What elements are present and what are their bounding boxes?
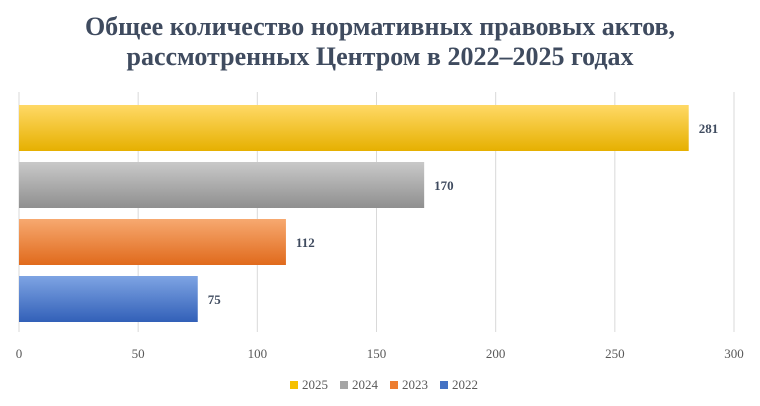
legend-swatch-2024 (340, 381, 348, 389)
legend-item-2022: 2022 (440, 377, 478, 392)
legend-swatch-2023 (390, 381, 398, 389)
data-label-2024: 170 (434, 178, 454, 193)
legend-label-2025: 2025 (302, 377, 328, 392)
x-tick-label-150: 150 (367, 346, 387, 361)
data-label-2025: 281 (699, 121, 719, 136)
data-label-2022: 75 (208, 292, 222, 307)
legend-item-2025: 2025 (290, 377, 328, 392)
bar-2025 (19, 105, 689, 151)
legend-label-2023: 2023 (402, 377, 428, 392)
legend-swatch-2022 (440, 381, 448, 389)
legend-swatch-2025 (290, 381, 298, 389)
data-label-2023: 112 (296, 235, 315, 250)
bar-2023 (19, 219, 286, 265)
x-tick-label-300: 300 (724, 346, 744, 361)
bar-2022 (19, 276, 198, 322)
chart-title-line-2: рассмотренных Центром в 2022–2025 годах (126, 42, 634, 71)
legend-item-2024: 2024 (340, 377, 379, 392)
bar-2024 (19, 162, 425, 208)
x-tick-label-200: 200 (486, 346, 506, 361)
legend-label-2022: 2022 (452, 377, 478, 392)
legend-item-2023: 2023 (390, 377, 428, 392)
x-tick-label-250: 250 (605, 346, 625, 361)
legend-label-2024: 2024 (352, 377, 379, 392)
x-tick-label-50: 50 (132, 346, 145, 361)
x-tick-label-100: 100 (248, 346, 268, 361)
x-tick-label-0: 0 (16, 346, 23, 361)
chart-title-line-1: Общее количество нормативных правовых ак… (84, 12, 676, 41)
